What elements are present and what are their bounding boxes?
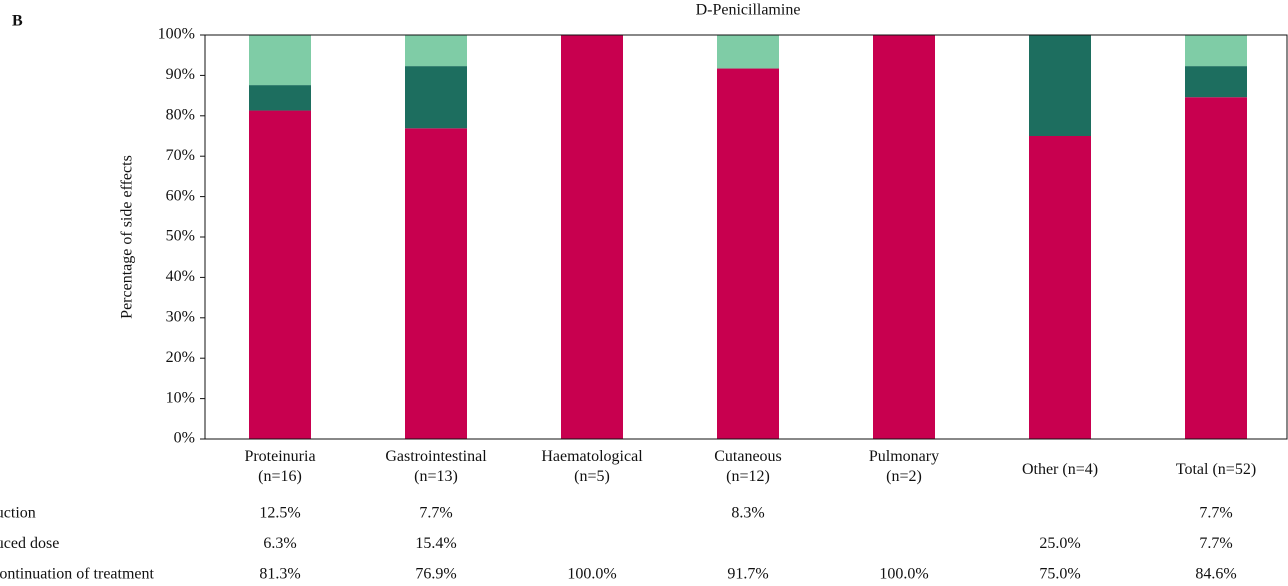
table-value: 76.9% xyxy=(415,566,456,583)
bar-segment xyxy=(249,110,311,439)
panel-label: B xyxy=(12,13,23,30)
y-tick-label: 100% xyxy=(158,26,195,43)
plot-frame xyxy=(204,34,1288,440)
table-value: 81.3% xyxy=(259,566,300,583)
y-tick-label: 20% xyxy=(166,349,195,366)
bar-segment xyxy=(561,35,623,439)
x-tick-label: Other (n=4) xyxy=(1021,461,1099,478)
y-tick-label: 10% xyxy=(166,389,195,406)
table-value: 91.7% xyxy=(727,566,768,583)
bar-segment xyxy=(1029,136,1091,439)
table-value: 7.7% xyxy=(1199,535,1232,552)
x-tick-label: Proteinuria (n=16) xyxy=(244,448,316,485)
legend-label: Reduced dose xyxy=(0,535,59,552)
y-tick-label: 40% xyxy=(166,268,195,285)
bar-segment xyxy=(405,66,467,129)
table-value: 7.7% xyxy=(1199,505,1232,522)
y-tick-label: 90% xyxy=(166,66,195,83)
bar-segment xyxy=(717,35,779,69)
table-value: 100.0% xyxy=(879,566,928,583)
y-tick-label: 50% xyxy=(166,228,195,245)
y-tick-label: 60% xyxy=(166,187,195,204)
bar-segment xyxy=(1185,35,1247,67)
table-value: 75.0% xyxy=(1039,566,1080,583)
bar-segment xyxy=(405,128,467,439)
bar-segment xyxy=(405,35,467,67)
table-value: 12.5% xyxy=(259,505,300,522)
x-tick-label: Haematological (n=5) xyxy=(541,448,643,485)
y-tick-label: 30% xyxy=(166,308,195,325)
table-value: 84.6% xyxy=(1195,566,1236,583)
bar-segment xyxy=(249,34,311,86)
chart-title: D-Penicillamine xyxy=(696,2,801,19)
y-tick-label: 0% xyxy=(174,430,195,447)
table-value: 25.0% xyxy=(1039,535,1080,552)
legend-label: Discontinuation of treatment xyxy=(0,566,155,583)
table-value: 7.7% xyxy=(419,505,452,522)
table-value: 100.0% xyxy=(567,566,616,583)
x-tick-label: Cutaneous (n=12) xyxy=(714,448,782,485)
bar-segment xyxy=(717,68,779,440)
x-tick-label: Total (n=52) xyxy=(1175,461,1257,478)
bar-segment xyxy=(1185,66,1247,98)
table-value: 15.4% xyxy=(415,535,456,552)
bar-segment xyxy=(249,85,311,111)
x-tick-label: Pulmonary (n=2) xyxy=(868,448,940,485)
table-value: 8.3% xyxy=(731,505,764,522)
y-tick-label: 80% xyxy=(166,106,195,123)
bar-segment xyxy=(1185,97,1247,439)
y-axis-label: Percentage of side effects xyxy=(119,155,136,319)
bar-segment xyxy=(873,35,935,439)
x-tick-label: Gastrointestinal (n=13) xyxy=(385,448,487,485)
legend-label: Reduction xyxy=(0,505,36,522)
y-tick-label: 70% xyxy=(166,147,195,164)
bar-segment xyxy=(1029,35,1091,136)
table-value: 6.3% xyxy=(263,535,296,552)
